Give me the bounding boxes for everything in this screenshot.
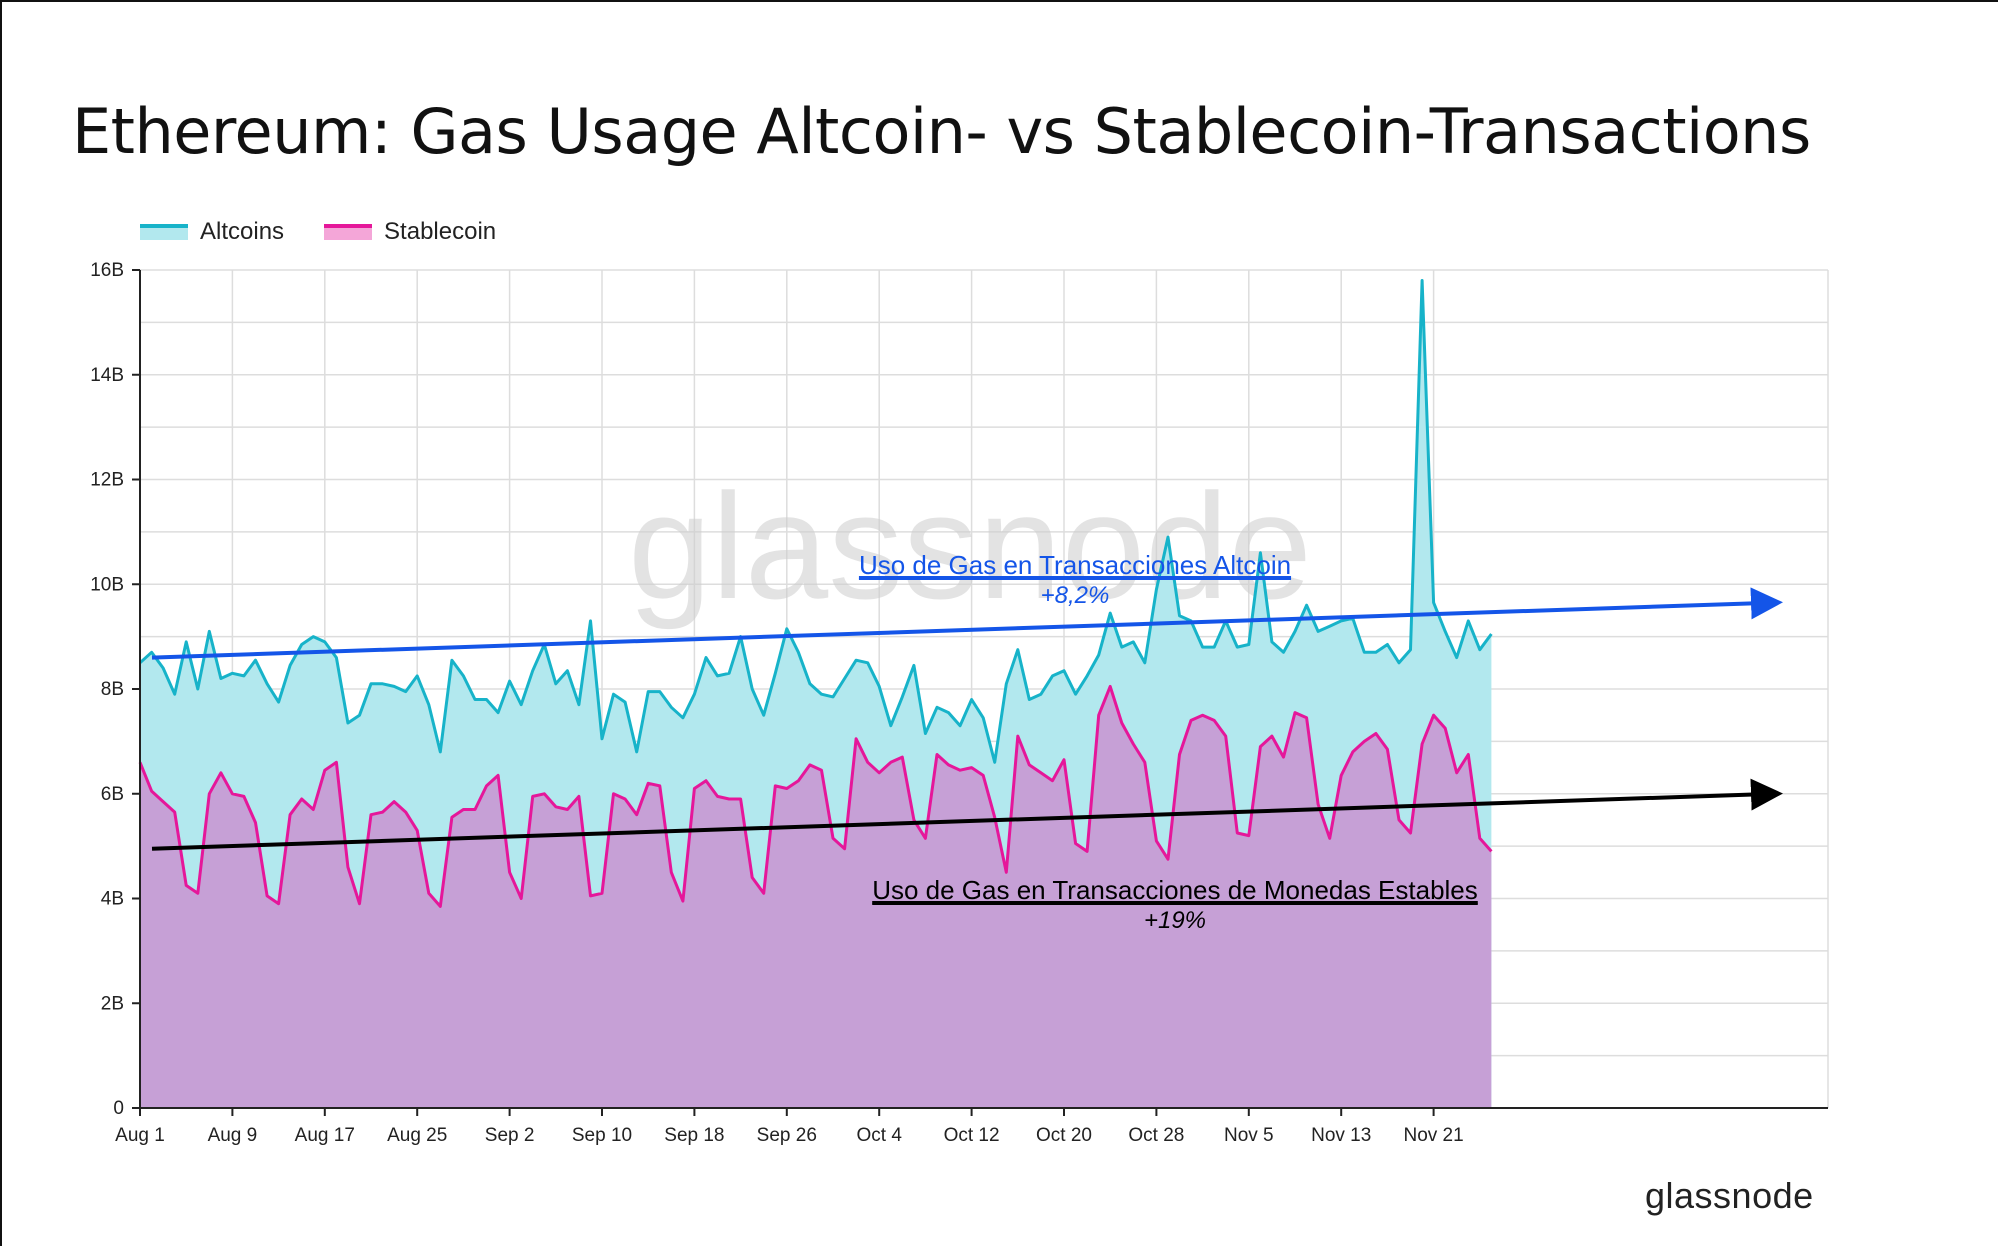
x-tick-label: Oct 12 [944,1125,1000,1146]
x-tick-label: Aug 25 [387,1125,447,1146]
x-tick-label: Sep 2 [485,1125,535,1146]
chart-title: Ethereum: Gas Usage Altcoin- vs Stableco… [72,95,1811,168]
x-tick-label: Aug 17 [295,1125,355,1146]
y-tick-label: 4B [101,889,124,910]
x-tick-label: Sep 26 [757,1125,817,1146]
x-tick-label: Aug 1 [115,1125,165,1146]
glassnode-logo: glassnode [1645,1175,1814,1216]
x-tick-label: Nov 13 [1311,1125,1371,1146]
series-areas [140,280,1492,1108]
annotation-label: Uso de Gas en Transacciones de Monedas E… [872,875,1478,905]
legend-item-stablecoin[interactable]: Stablecoin [324,218,496,246]
legend-label-stablecoin: Stablecoin [384,218,497,245]
axes: 0 2B 4B 6B 8B 10B 12B 14B 16B Aug 1 Aug 9 Aug 17 Aug… [90,260,1828,1146]
y-tick-label: 10B [90,574,124,595]
chart-legend: Altcoins Stablecoin [140,218,536,246]
y-tick-label: 16B [90,260,124,281]
y-tick-label: 0 [113,1098,124,1119]
y-tick-label: 14B [90,365,124,386]
y-tick-label: 6B [101,784,124,805]
annotation-sublabel: +19% [1144,907,1206,934]
x-tick-label: Aug 9 [208,1125,258,1146]
y-tick-label: 8B [101,679,124,700]
x-tick-label: Sep 10 [572,1125,632,1146]
legend-swatch-altcoins [140,224,188,240]
line-stablecoin [138,684,1493,908]
x-tick-label: Oct 28 [1128,1125,1184,1146]
x-tick-label: Sep 18 [664,1125,724,1146]
legend-label-altcoins: Altcoins [200,218,285,245]
trend-arrow-stablecoin [151,778,1783,851]
y-tick-label: 12B [90,470,124,491]
trend-arrow-altcoin [151,587,1783,660]
annotations: Uso de Gas en Transacciones Altcoin+8,2%… [151,550,1783,934]
x-tick-label: Nov 21 [1403,1125,1463,1146]
annotation-sublabel: +8,2% [1041,582,1110,609]
area-stablecoin [140,686,1492,1108]
y-tick-label: 2B [101,993,124,1014]
legend-swatch-stablecoin [324,224,373,240]
x-tick-label: Oct 20 [1036,1125,1092,1146]
legend-item-altcoins[interactable]: Altcoins [140,218,284,246]
annotation-label: Uso de Gas en Transacciones Altcoin [859,550,1291,580]
x-tick-label: Nov 5 [1224,1125,1274,1146]
line-altcoins [138,279,1493,764]
x-tick-label: Oct 4 [856,1125,902,1146]
watermark-text: glassnode [628,462,1312,630]
